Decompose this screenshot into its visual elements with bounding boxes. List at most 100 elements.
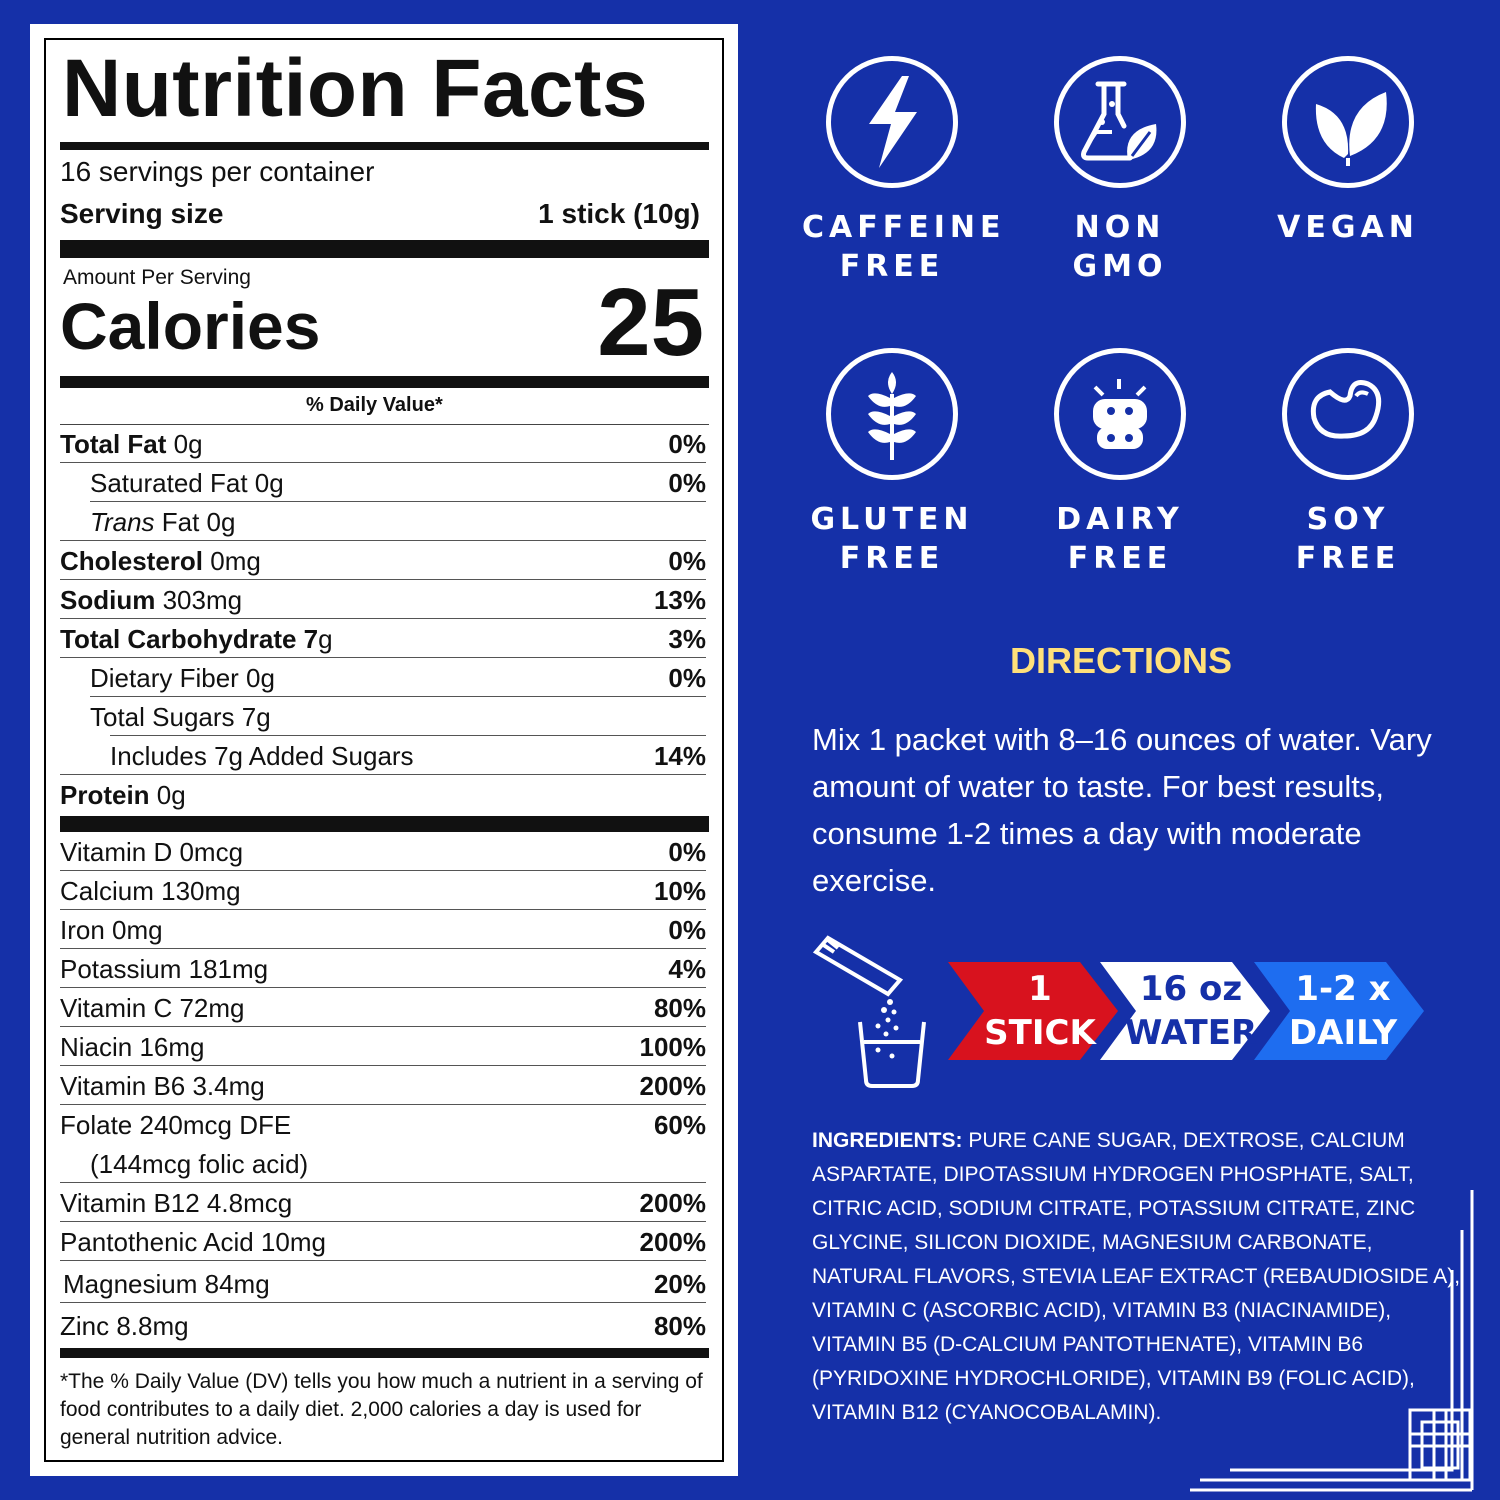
nutrition-facts-panel: [30, 24, 738, 1476]
nutrient-row-dietary-fiber: Dietary Fiber 0g 0%: [60, 658, 706, 697]
serving-size-label: Serving size: [60, 198, 224, 229]
badge-gluten-free: GLUTEN FREE: [802, 348, 982, 578]
nutrient-name: Protein: [60, 780, 150, 810]
step-1: 1 STICK: [970, 962, 1110, 1060]
nutrient-amount: 0g: [149, 780, 186, 810]
divider: [60, 142, 709, 150]
step-chevron: [948, 962, 1118, 1060]
step-2: 16 oz WATER: [1124, 962, 1258, 1060]
badge-vegan: VEGAN: [1258, 56, 1438, 247]
leaf-icon: [1282, 56, 1414, 188]
directions-text: Mix 1 packet with 8–16 ounces of water. …: [812, 722, 1432, 898]
vitamin-dv: 0%: [668, 915, 706, 945]
nutrient-dv: 3%: [668, 624, 706, 654]
badge-line2: FREE: [839, 541, 945, 576]
vitamin-row: Niacin 16mg 100%: [60, 1027, 706, 1066]
vitamin-row: Vitamin B6 3.4mg 200%: [60, 1066, 706, 1105]
vitamin-dv: 80%: [653, 993, 706, 1023]
vitamin-name: Vitamin D 0mcg: [60, 837, 244, 867]
badge-soy-free: SOY FREE: [1258, 348, 1438, 578]
directions-title: DIRECTIONS: [1010, 640, 1233, 681]
nutrient-row-total-sugars: Total Sugars 7g: [60, 697, 706, 736]
badge-dairy-free: DAIRY FREE: [1030, 348, 1210, 578]
divider-thick: [60, 816, 709, 832]
ingredients-list: PURE CANE SUGAR, DEXTROSE, CALCIUM ASPAR…: [812, 1129, 1461, 1424]
vitamin-name: Niacin 16mg: [60, 1032, 205, 1062]
vitamin-dv: 80%: [653, 1311, 706, 1341]
vitamin-name: Iron 0mg: [60, 915, 163, 945]
step-3-line1: 1-2 x: [1295, 969, 1391, 1009]
wheat-icon: [826, 348, 958, 480]
vitamin-row: Calcium 130mg 10%: [60, 871, 706, 910]
badge-line2: GMO: [1072, 249, 1168, 284]
nutrition-label-border: [44, 38, 724, 1462]
vitamin-row: Vitamin D 0mcg 0%: [60, 832, 706, 871]
nutrient-dv: 14%: [653, 741, 706, 771]
vitamin-name: Folate 240mcg DFE: [60, 1110, 292, 1140]
vitamin-row: Zinc 8.8mg 80%: [60, 1306, 706, 1345]
nutrient-amount: 0g: [166, 429, 203, 459]
nutrition-title: Nutrition Facts: [62, 43, 649, 134]
nutrient-amount: g: [318, 624, 333, 654]
ingredients-text: INGREDIENTS: PURE CANE SUGAR, DEXTROSE, …: [812, 1124, 1462, 1430]
vitamin-name: Vitamin C 72mg: [60, 993, 245, 1023]
vitamin-row: Folate 240mcg DFE 60%: [60, 1105, 706, 1144]
bean-icon: [1282, 348, 1414, 480]
vitamin-dv: 200%: [639, 1071, 707, 1101]
vitamin-row: Potassium 181mg 4%: [60, 949, 706, 988]
nutrient-row-added-sugars: Includes 7g Added Sugars 14%: [60, 736, 706, 775]
daily-value-footnote: *The % Daily Value (DV) tells you how mu…: [60, 1370, 703, 1449]
nutrient-row-protein: Protein 0g: [60, 775, 706, 814]
nutrient-name: Trans: [90, 507, 155, 537]
vitamin-dv: 200%: [639, 1188, 707, 1218]
step-2-line2: WATER: [1124, 1013, 1258, 1053]
nutrient-dv: 0%: [668, 468, 706, 498]
badge-line2: FREE: [1295, 541, 1401, 576]
nutrient-name: Total Sugars 7g: [90, 702, 271, 732]
nutrient-amount: 0mg: [203, 546, 261, 576]
step-1-line2: STICK: [984, 1013, 1096, 1053]
vitamin-name: (144mcg folic acid): [90, 1149, 309, 1179]
vitamin-row: Iron 0mg 0%: [60, 910, 706, 949]
nutrient-name: Saturated Fat 0g: [90, 468, 284, 498]
nutrient-dv: 0%: [668, 429, 706, 459]
nutrient-row-sodium: Sodium 303mg 13%: [60, 580, 706, 619]
badge-line1: SOY: [1306, 502, 1390, 537]
nutrient-row-saturated-fat: Saturated Fat 0g 0%: [60, 463, 706, 502]
badge-line1: GLUTEN: [810, 502, 974, 537]
nutrient-row-total-carbohydrate: Total Carbohydrate 7g 3%: [60, 619, 706, 658]
calories-value: 25: [597, 269, 704, 376]
divider-medium: [60, 376, 709, 388]
nutrient-name: Total Fat: [60, 429, 167, 459]
nutrient-dv: 13%: [653, 585, 706, 615]
nutrient-row-cholesterol: Cholesterol 0mg 0%: [60, 541, 706, 580]
nutrient-name: Cholesterol: [60, 546, 204, 576]
step-3: 1-2 x DAILY: [1278, 962, 1408, 1060]
vitamin-row: Vitamin B12 4.8mcg 200%: [60, 1183, 706, 1222]
step-1-line1: 1: [1028, 969, 1052, 1009]
nutrient-row-total-fat: Total Fat 0g 0%: [60, 424, 706, 463]
vitamin-dv: 200%: [639, 1227, 707, 1257]
vitamin-name: Potassium 181mg: [60, 954, 269, 984]
badge-caffeine-free: CAFFEINE FREE: [802, 56, 1000, 286]
cow-icon: [1054, 348, 1186, 480]
vitamin-dv: 60%: [653, 1110, 706, 1140]
corner-ornament: [1190, 1190, 1474, 1492]
step-2-line1: 16 oz: [1139, 969, 1243, 1009]
badge-line1: NON: [1074, 210, 1166, 245]
divider-medium: [60, 1348, 709, 1358]
nutrient-name: Total Carbohydrate 7: [60, 624, 319, 654]
vitamin-name: Vitamin B6 3.4mg: [60, 1071, 265, 1101]
vitamin-dv: 4%: [668, 954, 706, 984]
nutrient-dv: 0%: [668, 546, 706, 576]
vitamin-name: Vitamin B12 4.8mcg: [60, 1188, 293, 1218]
vitamin-row: Pantothenic Acid 10mg 200%: [60, 1222, 706, 1261]
vitamin-dv: 100%: [639, 1032, 707, 1062]
ingredients-label: INGREDIENTS:: [812, 1129, 963, 1152]
badge-line1: VEGAN: [1277, 210, 1419, 245]
nutrient-row-trans-fat: Trans Fat 0g: [60, 502, 706, 541]
lightning-icon: [826, 56, 958, 188]
vitamin-row: Magnesium 84mg 20%: [60, 1264, 706, 1303]
divider-thick: [60, 240, 709, 258]
